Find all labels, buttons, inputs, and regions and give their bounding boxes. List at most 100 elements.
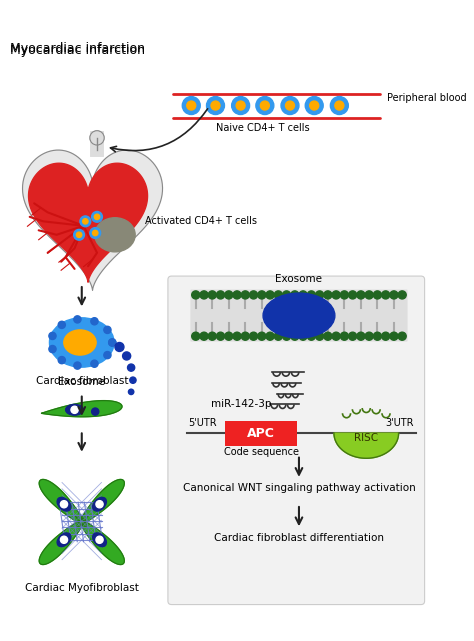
Circle shape — [330, 97, 348, 115]
Circle shape — [211, 101, 220, 110]
Circle shape — [249, 332, 257, 340]
Circle shape — [299, 291, 307, 299]
Circle shape — [256, 97, 274, 115]
Ellipse shape — [57, 533, 71, 547]
Circle shape — [74, 316, 81, 323]
Ellipse shape — [64, 330, 96, 355]
Circle shape — [200, 291, 208, 299]
Circle shape — [365, 291, 373, 299]
Text: APC: APC — [247, 427, 275, 440]
Circle shape — [382, 332, 390, 340]
Circle shape — [200, 332, 208, 340]
Circle shape — [281, 97, 299, 115]
Circle shape — [390, 332, 398, 340]
Circle shape — [390, 291, 398, 299]
Circle shape — [310, 101, 319, 110]
Circle shape — [324, 291, 332, 299]
Circle shape — [285, 101, 294, 110]
Circle shape — [49, 332, 56, 340]
Circle shape — [58, 321, 65, 328]
Text: Canonical WNT singaling pathway activation: Canonical WNT singaling pathway activati… — [182, 483, 415, 494]
Circle shape — [90, 228, 100, 238]
Circle shape — [307, 332, 315, 340]
Circle shape — [207, 97, 225, 115]
Circle shape — [74, 362, 81, 369]
Circle shape — [299, 332, 307, 340]
Circle shape — [217, 332, 225, 340]
Circle shape — [274, 291, 283, 299]
Circle shape — [91, 318, 98, 325]
Circle shape — [191, 291, 200, 299]
Ellipse shape — [92, 533, 106, 547]
Circle shape — [332, 332, 340, 340]
Circle shape — [316, 291, 324, 299]
Circle shape — [191, 332, 200, 340]
Circle shape — [182, 97, 200, 115]
Circle shape — [225, 332, 233, 340]
Text: Cardiac Myofibroblast: Cardiac Myofibroblast — [25, 583, 139, 593]
Circle shape — [258, 332, 266, 340]
Circle shape — [291, 332, 299, 340]
Circle shape — [348, 332, 356, 340]
Circle shape — [90, 131, 104, 145]
Circle shape — [340, 291, 348, 299]
Circle shape — [76, 232, 82, 237]
Circle shape — [382, 291, 390, 299]
Ellipse shape — [49, 318, 114, 367]
Circle shape — [73, 229, 84, 240]
Circle shape — [305, 97, 323, 115]
Circle shape — [96, 536, 103, 544]
Circle shape — [130, 377, 136, 383]
Text: Myocardiac infarction: Myocardiac infarction — [10, 44, 145, 56]
Circle shape — [104, 351, 111, 359]
Text: RISC: RISC — [354, 433, 378, 443]
Circle shape — [233, 291, 241, 299]
Circle shape — [398, 291, 406, 299]
Circle shape — [123, 352, 131, 360]
Circle shape — [241, 332, 249, 340]
Text: Myocardiac infarction: Myocardiac infarction — [10, 42, 145, 55]
Ellipse shape — [57, 497, 71, 511]
Polygon shape — [28, 163, 147, 283]
Circle shape — [233, 332, 241, 340]
Text: Exosome: Exosome — [58, 377, 105, 387]
Text: 5'UTR: 5'UTR — [189, 418, 217, 428]
Circle shape — [91, 360, 98, 367]
Polygon shape — [334, 433, 399, 458]
Text: Naive CD4+ T cells: Naive CD4+ T cells — [216, 122, 310, 133]
Ellipse shape — [92, 497, 106, 511]
Circle shape — [357, 291, 365, 299]
Circle shape — [332, 291, 340, 299]
Circle shape — [217, 291, 225, 299]
Circle shape — [357, 332, 365, 340]
Circle shape — [283, 332, 291, 340]
Circle shape — [335, 101, 344, 110]
Polygon shape — [76, 479, 124, 528]
Polygon shape — [39, 479, 88, 528]
Circle shape — [316, 332, 324, 340]
Circle shape — [208, 332, 216, 340]
Circle shape — [71, 406, 78, 413]
Circle shape — [258, 291, 266, 299]
Circle shape — [266, 291, 274, 299]
Circle shape — [340, 332, 348, 340]
Circle shape — [187, 101, 196, 110]
Circle shape — [109, 339, 116, 346]
Circle shape — [348, 291, 356, 299]
Text: 3'UTR: 3'UTR — [385, 418, 414, 428]
Circle shape — [283, 291, 291, 299]
Ellipse shape — [65, 404, 83, 415]
Circle shape — [307, 291, 315, 299]
Circle shape — [128, 389, 134, 395]
Polygon shape — [23, 150, 163, 290]
Circle shape — [92, 230, 98, 236]
Text: Code sequence: Code sequence — [224, 447, 299, 458]
Circle shape — [324, 332, 332, 340]
Circle shape — [232, 97, 250, 115]
Text: Peripheral blood: Peripheral blood — [387, 94, 466, 103]
Circle shape — [128, 364, 135, 371]
Circle shape — [225, 291, 233, 299]
Polygon shape — [42, 401, 122, 417]
FancyBboxPatch shape — [191, 290, 408, 342]
Text: Cardiac fibroblast differentiation: Cardiac fibroblast differentiation — [214, 533, 384, 543]
